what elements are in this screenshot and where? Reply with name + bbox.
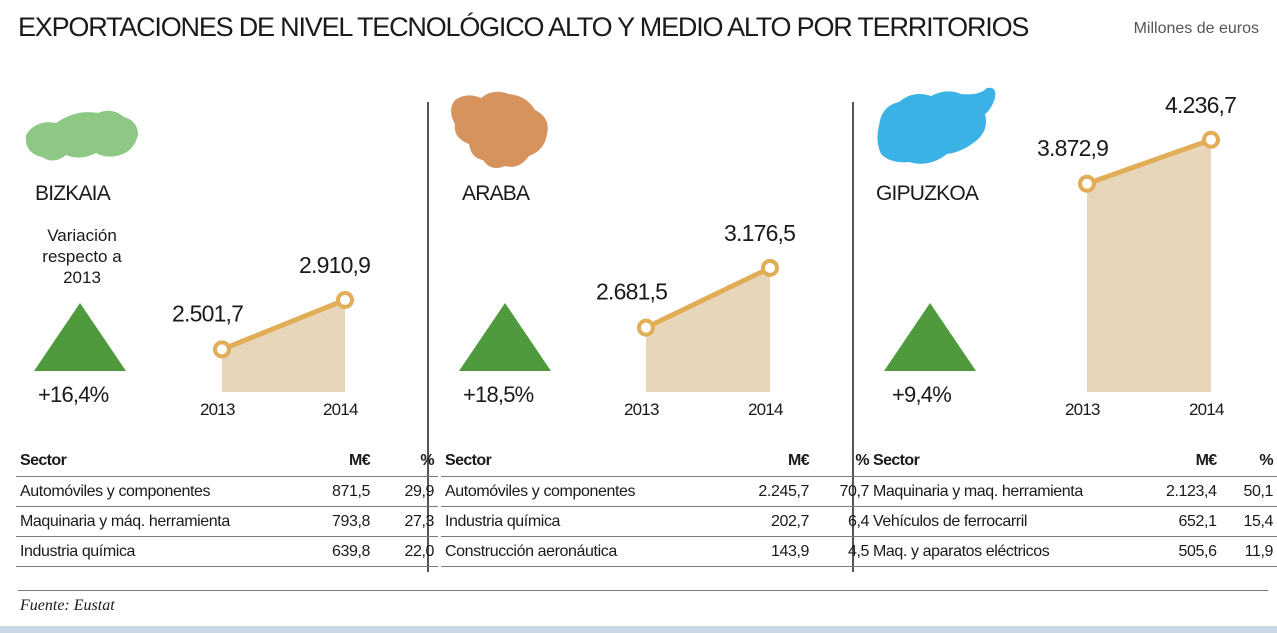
table-row: Industria química 202,7 6,4 [441,506,873,537]
footer-divider [18,590,1268,591]
table-row: Automóviles y componentes 871,5 29,9 [16,476,438,507]
cell-pct: 4,5 [813,536,873,567]
panel-separator [852,102,854,572]
column-header-sector: Sector [20,452,67,469]
area-fill [222,299,345,392]
cell-sector: Industria química [441,506,719,537]
variation-value: +9,4% [892,382,951,407]
column-header-sector: Sector [445,452,492,469]
column-header-pct: % [1259,452,1273,469]
cell-sector: Maquinaria y máq. herramienta [16,506,286,537]
cell-sector: Maq. y aparatos eléctricos [869,536,1136,567]
cell-value: 202,7 [719,506,813,537]
sector-table-gipuzkoa: Sector M€% Maquinaria y maq. herramienta 2.… [869,446,1277,567]
data-point-2013 [637,318,655,337]
territory-name-bizkaia: BIZKAIA [35,182,111,205]
increase-triangle-icon [34,303,126,371]
cell-value: 143,9 [719,536,813,567]
x-tick-label: 2013 [1065,400,1100,419]
x-tick-label: 2014 [748,400,783,419]
series-line [643,265,773,331]
cell-pct: 70,7 [813,476,873,507]
cell-pct: 15,4 [1220,506,1277,537]
cell-value: 2.245,7 [719,476,813,507]
x-tick-label: 2014 [1189,400,1224,419]
table-row: Automóviles y componentes 2.245,7 70,7 [441,476,873,507]
cell-sector: Automóviles y componentes [441,476,719,507]
series-line [1084,137,1214,187]
variation-value: +18,5% [463,382,534,407]
column-header-value: M€ [348,452,371,469]
cell-sector: Maquinaria y maq. herramienta [869,476,1136,507]
data-label-2013: 2.681,5 [596,279,667,305]
sector-table-araba: Sector M€% Automóviles y componentes 2.245,… [441,446,873,567]
panel-separator [427,102,429,572]
data-point-2013 [213,340,231,359]
table-row: Vehículos de ferrocarril 652,1 15,4 [869,506,1277,537]
table-row: Industria química 639,8 22,0 [16,536,438,567]
source-note: Fuente: Eustat [20,597,115,614]
x-tick-label: 2014 [323,400,358,419]
sector-table-bizkaia: Sector M€% Automóviles y componentes 871,5 2… [16,446,438,567]
x-tick-label: 2013 [624,400,659,419]
bizkaia-map [25,110,138,161]
variation-note: Variación respecto a 2013 [42,226,122,287]
column-header-value: M€ [1195,452,1218,469]
araba-map [451,91,548,168]
cell-pct: 6,4 [813,506,873,537]
data-label-2013: 3.872,9 [1037,135,1108,161]
cell-value: 652,1 [1135,506,1221,537]
area-fill [1087,139,1211,392]
cell-pct: 22,0 [374,536,438,567]
bottom-band [0,626,1277,633]
cell-pct: 50,1 [1220,476,1277,507]
table-row: Maquinaria y máq. herramienta 793,8 27,3 [16,506,438,537]
data-label-2014: 4.236,7 [1165,92,1236,118]
table-row: Maquinaria y maq. herramienta 2.123,4 50,1 [869,476,1277,507]
data-point-2014 [1202,130,1220,149]
cell-value: 639,8 [286,536,374,567]
column-header-sector: Sector [873,452,920,469]
cell-pct: 29,9 [374,476,438,507]
data-label-2014: 2.910,9 [299,252,370,278]
units-label: Millones de euros [1133,20,1259,37]
variation-value: +16,4% [38,382,109,407]
increase-triangle-icon [459,303,551,371]
territory-name-gipuzkoa: GIPUZKOA [876,182,979,205]
data-point-2013 [1078,174,1096,193]
cell-sector: Construcción aeronáutica [441,536,719,567]
column-header-value: M€ [787,452,810,469]
data-label-2014: 3.176,5 [724,220,795,246]
column-header-pct: % [855,452,869,469]
cell-pct: 27,3 [374,506,438,537]
series-line [219,297,348,352]
cell-sector: Automóviles y componentes [16,476,286,507]
increase-triangle-icon [884,303,976,371]
gipuzkoa-map [877,87,996,164]
data-point-2014 [336,290,354,309]
cell-sector: Vehículos de ferrocarril [869,506,1136,537]
x-tick-label: 2013 [200,400,235,419]
cell-value: 793,8 [286,506,374,537]
cell-pct: 11,9 [1220,536,1277,567]
column-header-pct: % [420,452,434,469]
cell-sector: Industria química [16,536,286,567]
area-fill [646,267,770,392]
territory-name-araba: ARABA [462,182,530,205]
table-row: Construcción aeronáutica 143,9 4,5 [441,536,873,567]
data-label-2013: 2.501,7 [172,300,243,326]
table-row: Maq. y aparatos eléctricos 505,6 11,9 [869,536,1277,567]
cell-value: 505,6 [1135,536,1221,567]
data-point-2014 [761,258,779,277]
cell-value: 871,5 [286,476,374,507]
page-title: EXPORTACIONES DE NIVEL TECNOLÓGICO ALTO … [18,12,1029,42]
cell-value: 2.123,4 [1135,476,1221,507]
